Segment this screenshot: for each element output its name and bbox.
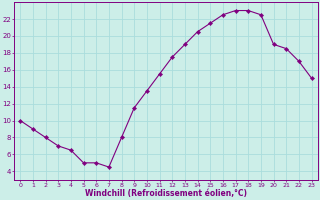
X-axis label: Windchill (Refroidissement éolien,°C): Windchill (Refroidissement éolien,°C) bbox=[85, 189, 247, 198]
